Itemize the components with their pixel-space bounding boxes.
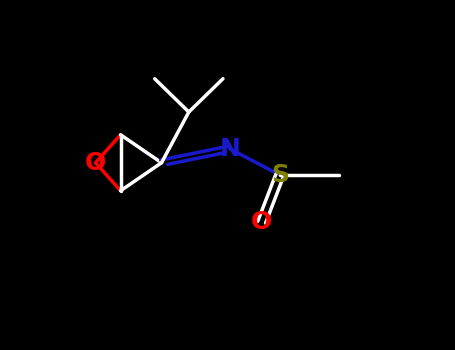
Text: O: O [251,210,272,234]
Text: N: N [219,137,240,161]
Text: O: O [85,151,106,175]
Text: S: S [271,163,289,187]
